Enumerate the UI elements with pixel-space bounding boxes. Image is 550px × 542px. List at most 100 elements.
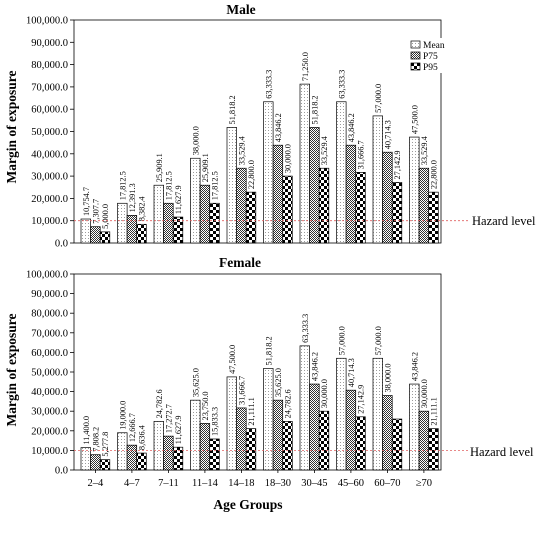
y-tick-label: 90,000.0 bbox=[31, 38, 68, 49]
value-label-mean: 47,500.0 bbox=[228, 345, 237, 374]
x-category-label: 11–14 bbox=[192, 478, 219, 489]
bar-p75 bbox=[309, 383, 320, 471]
value-label-mean: 71,250.0 bbox=[301, 52, 310, 81]
bar-p95 bbox=[282, 421, 293, 471]
value-label-p75: 43,846.2 bbox=[274, 113, 283, 142]
y-tick-label: 80,000.0 bbox=[31, 309, 68, 320]
x-category-label: 2–4 bbox=[88, 478, 105, 489]
bar-p95 bbox=[245, 191, 257, 244]
value-label-mean: 51,818.2 bbox=[228, 95, 237, 124]
male-value-labels: 10,754.7 7,307.7 5,000.017,812.5 12,391.3 8,… bbox=[82, 52, 439, 229]
bar-p75 bbox=[309, 127, 320, 244]
value-label-p95: 5,000.0 bbox=[101, 204, 110, 229]
y-tick-label: 80,000.0 bbox=[31, 60, 68, 71]
legend-swatch-p95 bbox=[410, 62, 421, 71]
value-label-p95: 27,142.9 bbox=[357, 385, 366, 414]
value-label-mean: 51,818.2 bbox=[264, 336, 273, 365]
bar-p95 bbox=[99, 459, 111, 471]
bar-mean bbox=[336, 357, 347, 471]
value-label-p95: 30,000.0 bbox=[320, 379, 329, 408]
legend-label-p75: P75 bbox=[423, 52, 438, 62]
bar-p75 bbox=[163, 202, 174, 244]
bar-mean bbox=[263, 101, 274, 244]
bar-p95 bbox=[428, 191, 439, 244]
value-label-p95: 11,627.9 bbox=[174, 185, 183, 214]
bar-p75 bbox=[382, 151, 393, 244]
bar-mean bbox=[80, 447, 91, 471]
bar-p75 bbox=[272, 144, 284, 244]
bar-p95 bbox=[318, 167, 330, 244]
value-label-p95: 5,277.8 bbox=[101, 432, 110, 457]
bar-mean bbox=[190, 399, 201, 471]
value-label-p75: 35,625.0 bbox=[274, 368, 283, 397]
value-label-p95: 31,666.7 bbox=[357, 140, 366, 169]
value-label-mean: 43,846.2 bbox=[410, 352, 419, 381]
value-label-p75: 33,529.4 bbox=[237, 135, 246, 165]
value-label-p75: 12,666.7 bbox=[128, 413, 137, 442]
female-y-ticks: 0.0 10,000.0 20,000.0 30,000.0 40,000.0 50,00… bbox=[26, 270, 74, 477]
value-label-mean: 17,812.5 bbox=[118, 171, 127, 200]
male-panel: Male Margin of exposure 0.0 10,000.0 20,00… bbox=[4, 2, 536, 250]
male-hazard-label: Hazard level bbox=[472, 214, 536, 228]
value-label-mean: 35,625.0 bbox=[191, 368, 200, 397]
value-label-p95: 24,782.6 bbox=[284, 389, 293, 418]
male-y-ticks: 0.0 10,000.0 20,000.0 30,000.0 40,000.0 50,00… bbox=[26, 16, 74, 250]
male-y-axis-label: Margin of exposure bbox=[4, 71, 19, 184]
bar-p75 bbox=[126, 444, 138, 471]
y-tick-label: 60,000.0 bbox=[31, 105, 68, 116]
value-label-p75: 7,307.7 bbox=[91, 199, 100, 224]
x-category-label: 4–7 bbox=[124, 478, 140, 489]
bar-mean bbox=[409, 136, 420, 244]
y-tick-label: 10,000.0 bbox=[31, 216, 68, 227]
female-bars bbox=[80, 345, 439, 471]
bar-p75 bbox=[236, 167, 247, 244]
legend-swatch-mean bbox=[410, 40, 421, 49]
female-value-labels: 11,400.0 7,808.2 5,277.8 19,000.0 12,666.7 8,… bbox=[82, 314, 439, 457]
x-axis-label: Age Groups bbox=[213, 497, 282, 512]
value-label-mean: 63,333.3 bbox=[301, 314, 310, 343]
value-label-p95: 15,833.3 bbox=[211, 407, 220, 436]
bar-mean bbox=[226, 376, 237, 471]
value-label-mean: 11,400.0 bbox=[82, 416, 91, 445]
value-label-p75: 43,846.2 bbox=[347, 113, 356, 142]
bar-p75 bbox=[418, 410, 430, 471]
bar-mean bbox=[190, 157, 201, 244]
x-category-label: 45–60 bbox=[338, 478, 364, 489]
female-hazard-label: Hazard level bbox=[470, 445, 534, 459]
y-tick-label: 30,000.0 bbox=[31, 172, 68, 183]
value-label-p75: 40,714.3 bbox=[383, 120, 392, 149]
legend-label-mean: Mean bbox=[423, 41, 445, 51]
y-tick-label: 100,000.0 bbox=[26, 16, 68, 27]
bar-p95 bbox=[172, 216, 184, 244]
x-category-labels: 2–4 4–7 7–11 11–14 14–18 18–30 30–45 45–60 60–70… bbox=[88, 470, 432, 489]
y-tick-label: 60,000.0 bbox=[31, 348, 68, 359]
legend-swatch-p75 bbox=[410, 51, 421, 60]
value-label-p75: 51,818.2 bbox=[310, 95, 319, 124]
y-tick-label: 100,000.0 bbox=[26, 270, 68, 281]
bar-p95 bbox=[318, 410, 330, 471]
bar-mean bbox=[336, 101, 347, 244]
bar-mean bbox=[372, 357, 383, 471]
male-title: Male bbox=[226, 2, 255, 17]
y-tick-label: 40,000.0 bbox=[31, 149, 68, 160]
value-label-p75: 43,846.2 bbox=[310, 352, 319, 381]
value-label-mean: 57,000.0 bbox=[337, 326, 346, 355]
bar-p75 bbox=[126, 215, 138, 244]
bar-p75 bbox=[90, 226, 101, 244]
y-tick-label: 0.0 bbox=[55, 239, 68, 250]
bar-p75 bbox=[236, 407, 247, 471]
y-tick-label: 20,000.0 bbox=[31, 194, 68, 205]
value-label-p95: 33,529.4 bbox=[320, 135, 329, 165]
value-label-p95: 8,636.4 bbox=[138, 424, 147, 450]
x-category-label: 14–18 bbox=[228, 478, 254, 489]
value-label-p95: 27,142.9 bbox=[393, 150, 402, 179]
value-label-mean: 57,000.0 bbox=[374, 84, 383, 113]
value-label-p75: 38,000.0 bbox=[383, 363, 392, 392]
bar-p75 bbox=[345, 144, 357, 244]
bar-mean bbox=[80, 218, 91, 244]
bar-p95 bbox=[355, 416, 366, 471]
bar-p75 bbox=[90, 454, 101, 471]
value-label-p95: 17,812.5 bbox=[211, 171, 220, 200]
y-tick-label: 20,000.0 bbox=[31, 426, 68, 437]
value-label-p95: 21,111.1 bbox=[247, 397, 256, 425]
